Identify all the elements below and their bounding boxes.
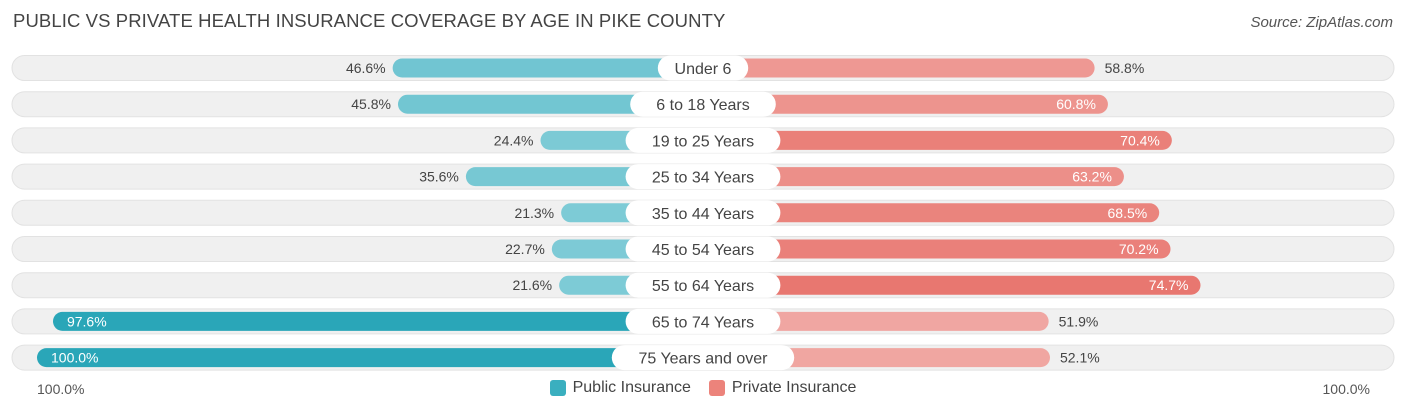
private-value-label: 63.2% bbox=[1072, 169, 1112, 185]
category-label: 75 Years and over bbox=[639, 351, 769, 368]
category-label: 45 to 54 Years bbox=[652, 242, 754, 259]
private-value-label: 60.8% bbox=[1056, 96, 1096, 112]
public-bar bbox=[392, 58, 703, 78]
legend-swatch-private bbox=[708, 380, 725, 396]
private-bar bbox=[703, 239, 1171, 259]
category-pill bbox=[630, 91, 776, 117]
category-label: 55 to 64 Years bbox=[652, 278, 754, 295]
category-label: 65 to 74 Years bbox=[652, 314, 754, 331]
category-label: 25 to 34 Years bbox=[652, 170, 754, 187]
public-value-label: 45.8% bbox=[351, 96, 391, 112]
category-pill bbox=[625, 164, 781, 190]
category-pill bbox=[625, 127, 781, 153]
source-label: Source: ZipAtlas.com bbox=[1250, 14, 1393, 31]
public-bar bbox=[37, 348, 703, 368]
private-value-label: 74.7% bbox=[1149, 277, 1189, 293]
public-value-label: 46.6% bbox=[346, 60, 386, 76]
public-value-label: 21.6% bbox=[512, 277, 552, 293]
private-bar bbox=[703, 203, 1160, 223]
category-label: Under 6 bbox=[675, 61, 732, 78]
category-pill bbox=[625, 200, 781, 226]
private-value-label: 58.8% bbox=[1105, 60, 1145, 76]
public-value-label: 22.7% bbox=[505, 241, 545, 257]
category-pill bbox=[625, 308, 781, 334]
legend-item-public: Public Insurance bbox=[549, 379, 691, 397]
private-value-label: 70.2% bbox=[1119, 241, 1159, 257]
legend-swatch-public bbox=[549, 380, 566, 396]
public-value-label: 21.3% bbox=[514, 205, 554, 221]
private-value-label: 52.1% bbox=[1060, 350, 1100, 366]
private-bar bbox=[703, 167, 1124, 187]
private-bar bbox=[703, 130, 1172, 150]
public-value-label: 100.0% bbox=[51, 350, 98, 366]
legend-label-private: Private Insurance bbox=[731, 379, 857, 396]
diverging-bar-chart: 46.6% 58.8% Under 6 45.8% 60.8% 6 to 18 Years… bbox=[11, 55, 1395, 371]
private-bar bbox=[703, 275, 1201, 295]
public-bar bbox=[52, 311, 703, 331]
private-bar bbox=[703, 311, 1049, 331]
public-value-label: 97.6% bbox=[67, 313, 107, 329]
public-value-label: 35.6% bbox=[419, 169, 459, 185]
category-label: 35 to 44 Years bbox=[652, 206, 754, 223]
axis-left-label: 100.0% bbox=[37, 381, 85, 397]
axis-right-label: 100.0% bbox=[1322, 381, 1370, 397]
private-value-label: 51.9% bbox=[1059, 313, 1099, 329]
private-value-label: 70.4% bbox=[1120, 132, 1160, 148]
category-pill bbox=[625, 272, 781, 298]
category-label: 19 to 25 Years bbox=[652, 133, 754, 150]
private-bar bbox=[703, 94, 1108, 114]
public-bar bbox=[397, 94, 703, 114]
legend-label-public: Public Insurance bbox=[572, 379, 691, 396]
legend: Public Insurance Private Insurance bbox=[0, 379, 1406, 397]
category-pill bbox=[611, 345, 795, 371]
legend-item-private: Private Insurance bbox=[708, 379, 857, 397]
category-label: 6 to 18 Years bbox=[656, 97, 749, 114]
chart-title: PUBLIC VS PRIVATE HEALTH INSURANCE COVER… bbox=[13, 10, 726, 31]
public-value-label: 24.4% bbox=[494, 132, 534, 148]
private-bar bbox=[703, 58, 1095, 78]
category-pill bbox=[657, 55, 749, 81]
private-value-label: 68.5% bbox=[1108, 205, 1148, 221]
category-pill bbox=[625, 236, 781, 262]
